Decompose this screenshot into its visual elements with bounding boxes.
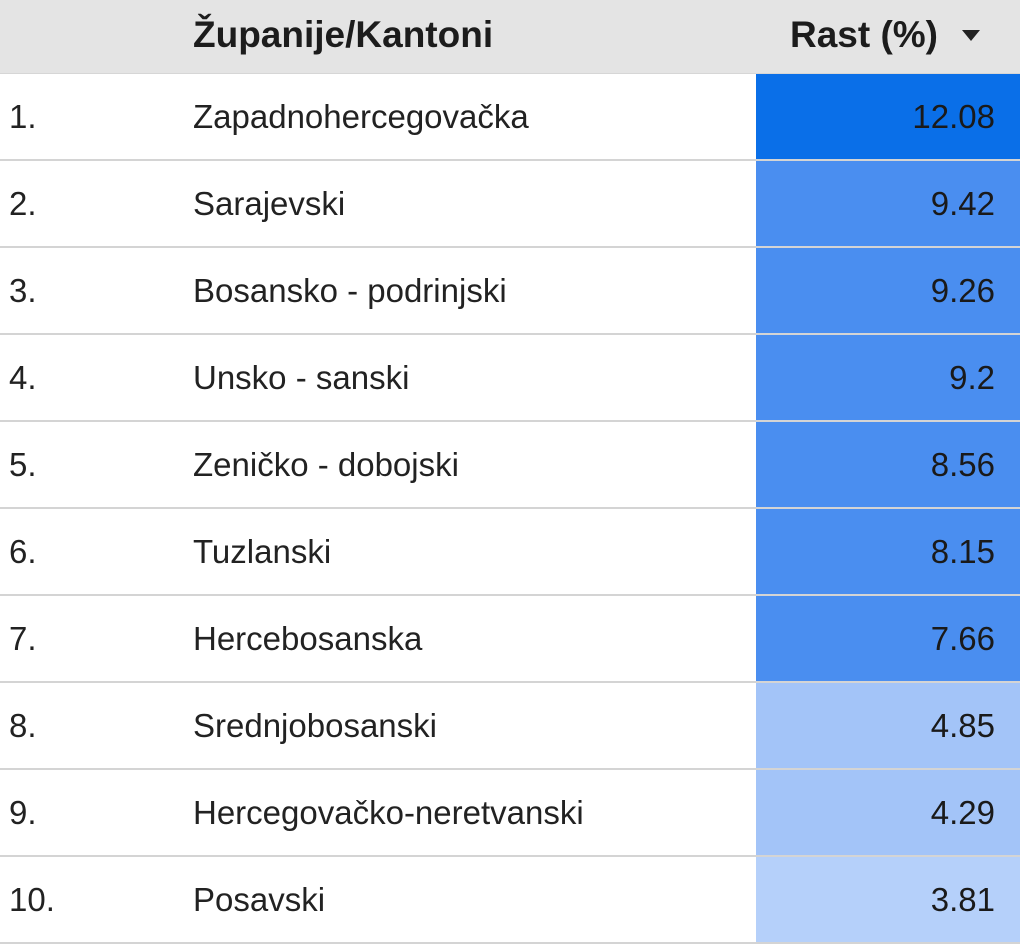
row-value: 12.08 <box>912 98 995 135</box>
table-row[interactable]: 5. Zeničko - dobojski 8.56 <box>0 422 1020 509</box>
value-heat-cell: 4.29 <box>756 770 1020 855</box>
row-rank: 10. <box>9 881 55 918</box>
row-rank: 4. <box>9 359 37 396</box>
value-heat-cell: 8.15 <box>756 509 1020 594</box>
row-rank: 9. <box>9 794 37 831</box>
row-value: 3.81 <box>930 881 995 918</box>
row-value: 9.26 <box>930 272 995 309</box>
value-heat-cell: 8.56 <box>756 422 1020 507</box>
value-heat-cell: 9.2 <box>756 335 1020 420</box>
row-name: Unsko - sanski <box>193 359 410 396</box>
row-name: Bosansko - podrinjski <box>193 272 507 309</box>
row-rank: 1. <box>9 98 37 135</box>
table-row[interactable]: 4. Unsko - sanski 9.2 <box>0 335 1020 422</box>
row-value: 8.56 <box>930 446 995 483</box>
table-row[interactable]: 8. Srednjobosanski 4.85 <box>0 683 1020 770</box>
row-name: Posavski <box>193 881 326 918</box>
value-heat-cell: 4.85 <box>756 683 1020 768</box>
value-heat-cell: 7.66 <box>756 596 1020 681</box>
row-value: 9.2 <box>949 359 995 396</box>
table-row[interactable]: 3. Bosansko - podrinjski 9.26 <box>0 248 1020 335</box>
table-row[interactable]: 7. Hercebosanska 7.66 <box>0 596 1020 683</box>
row-rank: 8. <box>9 707 37 744</box>
table-row[interactable]: 1. Zapadnohercegovačka 12.08 <box>0 74 1020 161</box>
row-value: 8.15 <box>930 533 995 570</box>
row-rank: 2. <box>9 185 37 222</box>
table-row[interactable]: 9. Hercegovačko-neretvanski 4.29 <box>0 770 1020 857</box>
table-row[interactable]: 6. Tuzlanski 8.15 <box>0 509 1020 596</box>
row-name: Sarajevski <box>193 185 346 222</box>
row-value: 9.42 <box>930 185 995 222</box>
row-name: Hercegovačko-neretvanski <box>193 794 584 831</box>
column-header-name[interactable]: Županije/Kantoni <box>193 14 494 55</box>
row-rank: 5. <box>9 446 37 483</box>
column-header-value[interactable]: Rast (%) <box>789 14 938 55</box>
value-heat-cell: 3.81 <box>756 857 1020 942</box>
row-name: Zapadnohercegovačka <box>193 98 529 135</box>
value-heat-cell: 9.42 <box>756 161 1020 246</box>
row-value: 7.66 <box>930 620 995 657</box>
row-rank: 7. <box>9 620 37 657</box>
row-value: 4.85 <box>930 707 995 744</box>
row-name: Srednjobosanski <box>193 707 437 744</box>
row-name: Zeničko - dobojski <box>193 446 459 483</box>
table-header: Županije/Kantoni Rast (%) <box>0 0 1020 74</box>
sort-descending-icon[interactable] <box>962 30 980 41</box>
value-heat-cell: 9.26 <box>756 248 1020 333</box>
row-name: Hercebosanska <box>193 620 423 657</box>
row-rank: 6. <box>9 533 37 570</box>
row-rank: 3. <box>9 272 37 309</box>
value-heat-cell: 12.08 <box>756 74 1020 159</box>
row-name: Tuzlanski <box>193 533 332 570</box>
row-value: 4.29 <box>930 794 995 831</box>
table-row[interactable]: 10. Posavski 3.81 <box>0 857 1020 944</box>
table-body: 1. Zapadnohercegovačka 12.08 2. Sarajevski 9.… <box>0 74 1020 944</box>
table-row[interactable]: 2. Sarajevski 9.42 <box>0 161 1020 248</box>
